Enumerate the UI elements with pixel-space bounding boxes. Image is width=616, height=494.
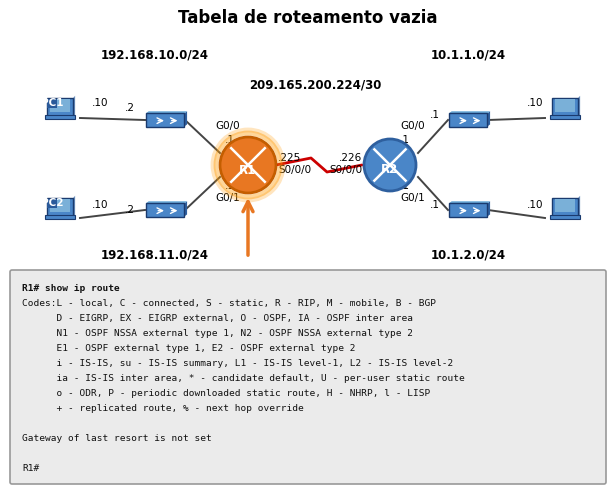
FancyBboxPatch shape [146, 204, 184, 216]
FancyBboxPatch shape [47, 198, 73, 218]
Text: .1: .1 [400, 181, 410, 191]
Text: .226: .226 [339, 153, 362, 163]
Text: .10: .10 [527, 200, 543, 210]
Polygon shape [146, 201, 187, 204]
Polygon shape [184, 201, 187, 216]
Polygon shape [146, 111, 187, 114]
Text: .1: .1 [225, 135, 235, 145]
FancyBboxPatch shape [554, 99, 575, 112]
FancyBboxPatch shape [50, 99, 70, 112]
Text: Codes:L - local, C - connected, S - static, R - RIP, M - mobile, B - BGP: Codes:L - local, C - connected, S - stat… [22, 299, 436, 308]
FancyBboxPatch shape [554, 200, 575, 212]
Text: R1: R1 [240, 164, 257, 176]
Text: .2: .2 [125, 205, 135, 215]
FancyBboxPatch shape [10, 270, 606, 484]
Text: D - EIGRP, EX - EIGRP external, O - OSPF, IA - OSPF inter area: D - EIGRP, EX - EIGRP external, O - OSPF… [22, 314, 413, 323]
Text: G0/1: G0/1 [215, 193, 240, 203]
FancyBboxPatch shape [552, 98, 578, 118]
FancyBboxPatch shape [552, 198, 578, 218]
Text: .1: .1 [400, 135, 410, 145]
Text: 10.1.1.0/24: 10.1.1.0/24 [431, 48, 506, 61]
Text: ia - IS-IS inter area, * - candidate default, U - per-user static route: ia - IS-IS inter area, * - candidate def… [22, 374, 464, 383]
FancyBboxPatch shape [46, 215, 75, 219]
Polygon shape [73, 96, 75, 118]
Polygon shape [73, 196, 75, 218]
Polygon shape [487, 111, 490, 126]
Polygon shape [184, 111, 187, 126]
Text: i - IS-IS, su - IS-IS summary, L1 - IS-IS level-1, L2 - IS-IS level-2: i - IS-IS, su - IS-IS summary, L1 - IS-I… [22, 359, 453, 368]
Text: Tabela de roteamento vazia: Tabela de roteamento vazia [178, 9, 438, 27]
Text: .2: .2 [125, 103, 135, 113]
Text: .1: .1 [225, 181, 235, 191]
Circle shape [364, 139, 416, 191]
FancyBboxPatch shape [551, 115, 580, 119]
FancyBboxPatch shape [449, 204, 487, 216]
Text: .225: .225 [278, 153, 301, 163]
Text: PC2: PC2 [41, 199, 63, 208]
Text: .1: .1 [430, 200, 440, 210]
Polygon shape [449, 111, 490, 114]
Text: 209.165.200.224/30: 209.165.200.224/30 [249, 79, 381, 91]
Text: .1: .1 [430, 110, 440, 120]
FancyBboxPatch shape [47, 99, 57, 108]
FancyBboxPatch shape [146, 114, 184, 126]
Text: N1 - OSPF NSSA external type 1, N2 - OSPF NSSA external type 2: N1 - OSPF NSSA external type 1, N2 - OSP… [22, 329, 413, 338]
Text: 10.1.2.0/24: 10.1.2.0/24 [431, 248, 506, 261]
Text: .10: .10 [92, 200, 108, 210]
Text: 192.168.11.0/24: 192.168.11.0/24 [101, 248, 209, 261]
Text: PC1: PC1 [41, 98, 63, 108]
FancyBboxPatch shape [449, 114, 487, 126]
FancyBboxPatch shape [551, 215, 580, 219]
FancyBboxPatch shape [47, 199, 57, 208]
Polygon shape [449, 201, 490, 204]
Text: E1 - OSPF external type 1, E2 - OSPF external type 2: E1 - OSPF external type 1, E2 - OSPF ext… [22, 344, 355, 353]
Text: R1# show ip route: R1# show ip route [22, 284, 120, 293]
Text: R2: R2 [381, 163, 399, 176]
Polygon shape [578, 196, 580, 218]
Text: o - ODR, P - periodic downloaded static route, H - NHRP, l - LISP: o - ODR, P - periodic downloaded static … [22, 389, 430, 398]
FancyBboxPatch shape [47, 98, 73, 118]
Circle shape [220, 137, 276, 193]
FancyBboxPatch shape [50, 200, 70, 212]
Text: G0/0: G0/0 [215, 121, 240, 131]
Text: G0/1: G0/1 [400, 193, 425, 203]
Text: 192.168.10.0/24: 192.168.10.0/24 [101, 48, 209, 61]
Polygon shape [578, 96, 580, 118]
Polygon shape [487, 201, 490, 216]
Text: .10: .10 [92, 98, 108, 108]
Text: S0/0/0: S0/0/0 [329, 165, 362, 175]
Text: .10: .10 [527, 98, 543, 108]
FancyBboxPatch shape [46, 115, 75, 119]
Text: + - replicated route, % - next hop override: + - replicated route, % - next hop overr… [22, 404, 304, 413]
Text: G0/0: G0/0 [400, 121, 424, 131]
Text: R1#: R1# [22, 464, 39, 473]
Text: Gateway of last resort is not set: Gateway of last resort is not set [22, 434, 212, 443]
Text: S0/0/0: S0/0/0 [278, 165, 311, 175]
